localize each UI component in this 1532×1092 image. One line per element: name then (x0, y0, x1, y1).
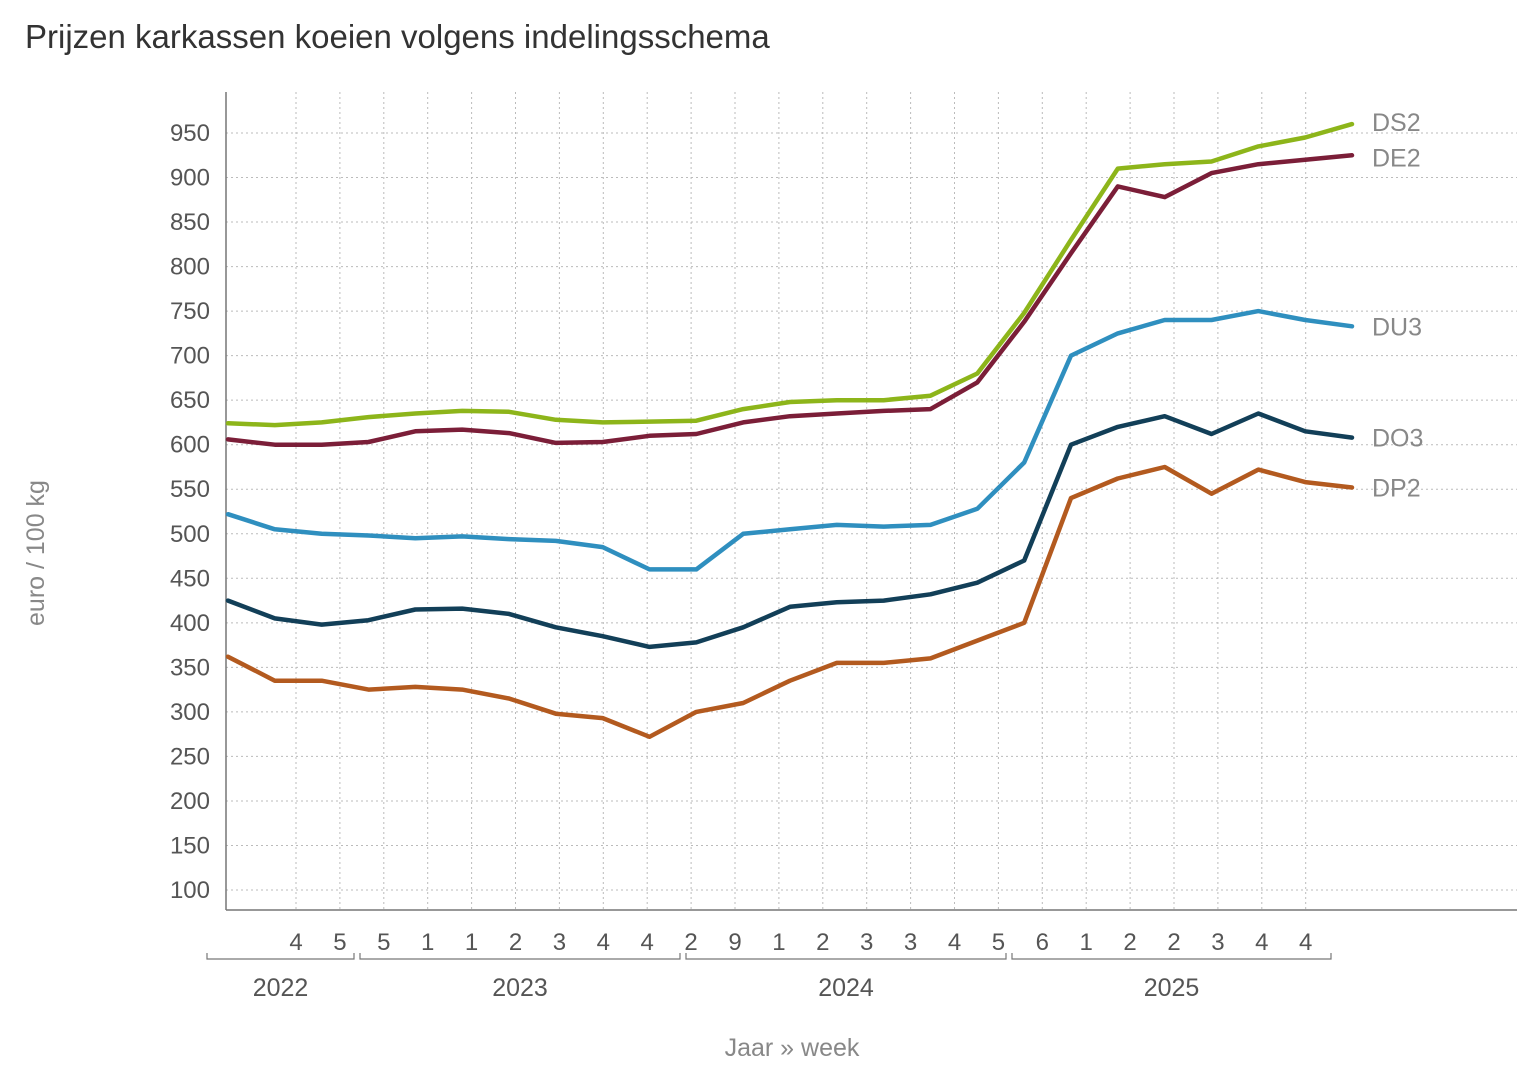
y-tick-label: 700 (170, 343, 210, 370)
series-label-ds2: DS2 (1372, 109, 1421, 137)
y-tick-label: 300 (170, 699, 210, 726)
series-line-du3 (225, 308, 1355, 572)
x-tick-label: 4 (597, 929, 610, 956)
y-tick-label: 800 (170, 254, 210, 281)
x-tick-label: 3 (553, 929, 566, 956)
x-tick-label: 1 (465, 929, 478, 956)
series-label-do3: DO3 (1372, 425, 1423, 453)
year-bracket (1011, 953, 1332, 960)
x-tick-label: 2 (509, 929, 522, 956)
y-axis-title: euro / 100 kg (22, 480, 50, 626)
y-tick-label: 500 (170, 521, 210, 548)
x-tick-label: 4 (289, 929, 302, 956)
x-tick-label: 2 (816, 929, 829, 956)
x-tick-label: 2 (684, 929, 697, 956)
series-label-dp2: DP2 (1372, 474, 1421, 502)
x-tick-label: 4 (1255, 929, 1268, 956)
series-line-de2 (225, 153, 1355, 447)
axes: 100 150 200 250 300 350 400 450 500 550 600 650 700 7… (170, 92, 1517, 1002)
x-tick-label: 9 (728, 929, 741, 956)
year-bracket (685, 953, 1007, 960)
x-tick-label: 3 (860, 929, 873, 956)
series-line-ds2 (225, 121, 1355, 428)
x-tick-label: 5 (992, 929, 1005, 956)
x-tick-label: 2 (1167, 929, 1180, 956)
year-bracket (206, 953, 355, 960)
year-label: 2022 (253, 974, 309, 1002)
x-tick-label: 1 (772, 929, 785, 956)
year-label: 2024 (818, 974, 874, 1002)
y-tick-label: 850 (170, 209, 210, 236)
x-tick-label: 6 (1036, 929, 1049, 956)
chart-title: Prijzen karkassen koeien volgens indelin… (25, 18, 770, 55)
x-tick-label: 1 (1080, 929, 1093, 956)
y-tick-label: 150 (170, 832, 210, 859)
series-line-dp2 (225, 464, 1355, 740)
y-tick-label: 750 (170, 298, 210, 325)
x-tick-label: 2 (1123, 929, 1136, 956)
x-tick-label: 4 (948, 929, 961, 956)
y-tick-label: 100 (170, 877, 210, 904)
series-line-do3 (225, 411, 1355, 650)
y-tick-label: 950 (170, 120, 210, 147)
x-tick-label: 4 (641, 929, 654, 956)
x-tick-label: 1 (421, 929, 434, 956)
y-tick-label: 650 (170, 387, 210, 414)
y-tick-label: 550 (170, 476, 210, 503)
y-tick-label: 200 (170, 788, 210, 815)
series-label-de2: DE2 (1372, 144, 1421, 172)
x-tick-label: 4 (1299, 929, 1312, 956)
y-tick-label: 900 (170, 165, 210, 192)
series-labels: DS2 DE2 DU3 DO3 DP2 (1372, 109, 1423, 502)
x-tick-label: 5 (377, 929, 390, 956)
year-label: 2025 (1144, 974, 1200, 1002)
x-axis-title: Jaar » week (725, 1034, 860, 1062)
y-tick-label: 350 (170, 654, 210, 681)
series-label-du3: DU3 (1372, 313, 1422, 341)
x-tick-label: 3 (904, 929, 917, 956)
y-tick-label: 400 (170, 610, 210, 637)
y-tick-label: 600 (170, 432, 210, 459)
y-tick-label: 250 (170, 743, 210, 770)
series-lines (225, 121, 1355, 740)
x-tick-label: 5 (333, 929, 346, 956)
grid (226, 92, 1517, 910)
y-tick-label: 450 (170, 565, 210, 592)
x-tick-label: 3 (1211, 929, 1224, 956)
year-label: 2023 (492, 974, 548, 1002)
year-bracket (359, 953, 681, 960)
